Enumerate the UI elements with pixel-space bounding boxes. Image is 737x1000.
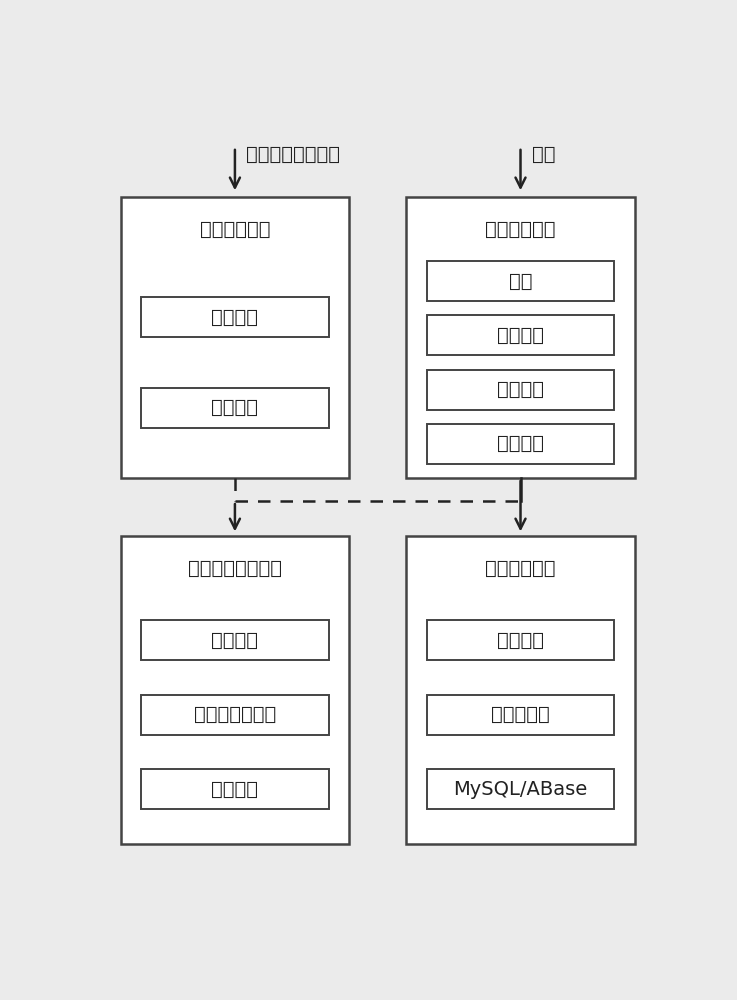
Text: 推荐: 推荐 [509,272,532,291]
Bar [142,769,329,809]
Text: 浏览业务服务: 浏览业务服务 [485,220,556,239]
Bar [406,536,635,844]
Text: 发表业务服务: 发表业务服务 [200,220,270,239]
Text: 数据总线: 数据总线 [212,631,259,650]
Bar [121,197,349,478]
Text: 本地缓存: 本地缓存 [497,631,544,650]
Text: MySQL/ABase: MySQL/ABase [453,780,587,799]
Text: 下游服务: 下游服务 [497,434,544,453]
Text: 缓存服务器: 缓存服务器 [491,705,550,724]
Bar [142,695,329,735]
Bar [142,388,329,428]
Text: 计数信息: 计数信息 [497,326,544,345]
Bar [406,197,635,478]
Bar [427,370,614,410]
Bar [427,695,614,735]
Text: 发表后续处理服务: 发表后续处理服务 [188,559,282,578]
Text: 参数校验: 参数校验 [212,398,259,417]
Text: 下游服务: 下游服务 [212,780,259,799]
Text: 数据处理服务: 数据处理服务 [485,559,556,578]
Text: 发表、更新、点赞: 发表、更新、点赞 [246,145,340,164]
Bar [427,769,614,809]
Bar [427,315,614,355]
Text: 文本检查: 文本检查 [212,308,259,327]
Bar [427,424,614,464]
Bar [142,620,329,660]
Bar [427,261,614,301]
Bar [427,620,614,660]
Bar [121,536,349,844]
Bar [142,297,329,337]
Text: 高性能消息队列: 高性能消息队列 [194,705,276,724]
Text: 浏览: 浏览 [532,145,556,164]
Text: 数字信息: 数字信息 [497,380,544,399]
